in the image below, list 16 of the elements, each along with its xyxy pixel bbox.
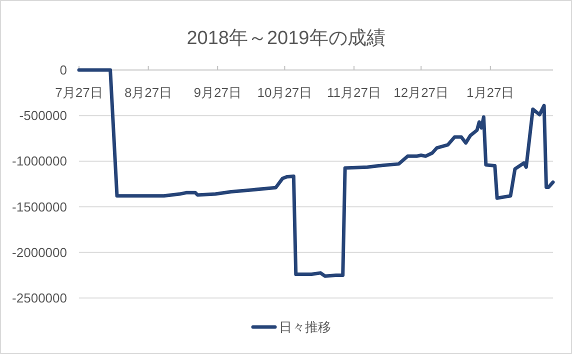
y-tick-label: -2000000 <box>12 244 67 260</box>
y-tick-label: -1000000 <box>12 154 67 169</box>
chart-title: 2018年～2019年の成績 <box>186 28 386 49</box>
y-tick-label: -500000 <box>19 108 67 124</box>
y-tick-label: 0 <box>60 62 67 78</box>
x-tick-label: 12月27日 <box>394 85 449 100</box>
x-tick-label: 11月27日 <box>327 85 381 100</box>
x-tick-label: 9月27日 <box>194 85 242 100</box>
y-tick-label: -2500000 <box>12 290 67 306</box>
x-tick-label: 1月27日 <box>466 85 514 100</box>
y-tick-label: -1500000 <box>12 199 67 214</box>
x-tick-label: 8月27日 <box>124 85 172 100</box>
x-tick-label: 10月27日 <box>257 85 312 100</box>
x-tick-label: 7月27日 <box>55 85 103 100</box>
legend: 日々推移 <box>251 320 331 334</box>
legend-label: 日々推移 <box>279 320 331 334</box>
